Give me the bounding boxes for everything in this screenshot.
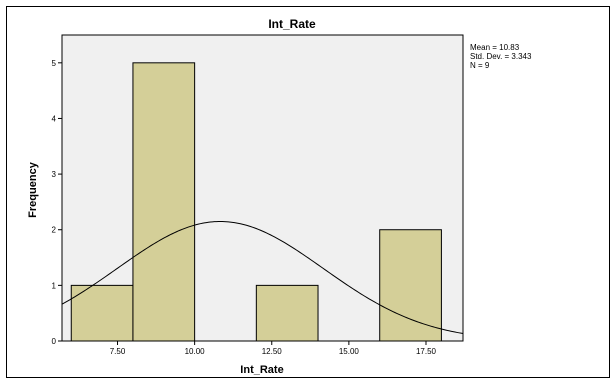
histogram-bar-4	[379, 229, 442, 342]
stat-mean: Mean = 10.83	[470, 43, 520, 52]
y-tick-label: 4	[52, 114, 57, 123]
stat-std-dev: Std. Dev. = 3.343	[470, 52, 532, 61]
y-tick-label: 5	[52, 59, 57, 68]
histogram-bar-3	[255, 284, 319, 342]
x-tick-label: 7.50	[110, 347, 126, 356]
normal-curve	[61, 220, 464, 335]
y-axis-label: Frequency	[27, 161, 39, 218]
x-tick-label: 15.00	[339, 347, 360, 356]
y-tick-label: 3	[52, 170, 57, 179]
x-tick-label: 17.50	[416, 347, 437, 356]
histogram-bar-1	[70, 284, 134, 342]
stat-n: N = 9	[470, 61, 490, 70]
y-tick-label: 2	[52, 226, 57, 235]
x-tick-label: 12.50	[262, 347, 283, 356]
chart-title: Int_Rate	[268, 17, 316, 31]
x-axis-label: Int_Rate	[240, 364, 283, 376]
histogram-bar-2	[132, 62, 196, 342]
x-tick-label: 10.00	[185, 347, 206, 356]
y-tick-label: 1	[52, 281, 57, 290]
y-tick-label: 0	[52, 337, 57, 346]
